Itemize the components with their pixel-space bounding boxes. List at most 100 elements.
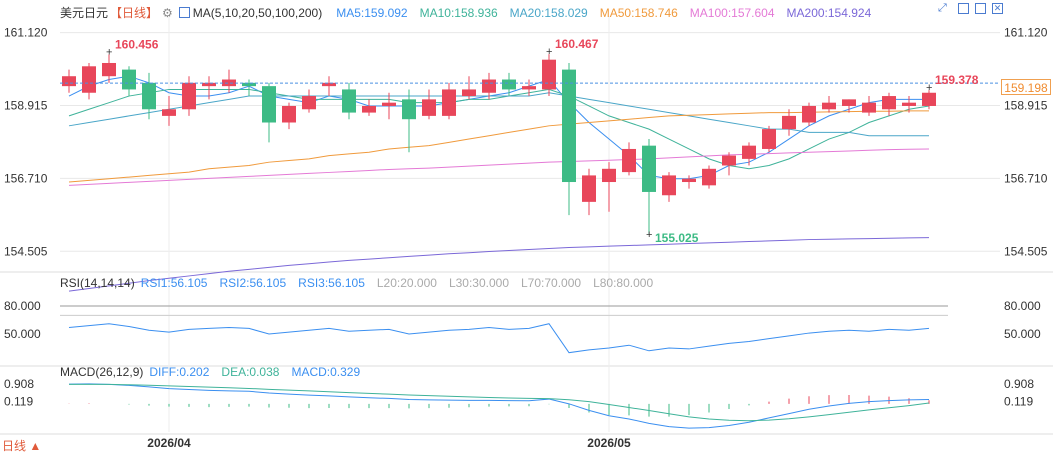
settings-icon[interactable]: ⚙ [162,5,173,20]
candle-body-3 [122,69,136,90]
candle-body-15 [362,105,376,113]
candle-body-28 [622,148,636,173]
macd-dea-line [69,383,930,422]
ma-value-1: MA10:158.936 [419,5,498,20]
candle-body-31 [682,178,696,183]
rsi-label: RSI(14,14,14) [60,276,135,290]
candle-body-14 [342,89,356,113]
price-tick-right-3: 154.505 [1004,244,1048,258]
annotation-marker-2: + [646,229,652,241]
ma-value-5: MA200:154.924 [786,5,872,20]
candle-body-34 [742,145,756,159]
candle-body-9 [242,82,256,87]
ma-line-ma20 [68,92,929,137]
current-price-tag: 159.198 [1001,79,1051,95]
macd-value-0: DIFF:0.202 [149,365,210,379]
indicator-toggle-icon[interactable] [178,7,190,18]
candle-body-8 [222,79,236,87]
rsi-value-6: L80:80.000 [593,276,654,290]
candle-body-16 [382,102,396,106]
rsi-value-2: RSI3:56.105 [298,276,365,290]
candle-body-33 [722,155,736,166]
ma-line-ma100 [68,148,930,186]
candle-body-18 [422,99,436,116]
ma-line-ma50 [68,110,929,183]
rsi-values: RSI1:56.105 RSI2:56.105 RSI3:56.105 L20:20.… [141,276,665,290]
candle-body-1 [82,66,96,93]
layout-icon[interactable] [975,3,986,14]
rsi-value-3: L20:20.000 [376,276,437,290]
expand-icon[interactable]: ⤢ [938,2,947,14]
candle-body-25 [562,69,576,183]
period-switch-button[interactable]: 日线 ▲ [2,439,42,453]
candle-body-32 [702,168,716,186]
macd-legend: MACD(26,12,9) DIFF:0.202 DEA:0.038 MACD:0.… [60,365,372,379]
price-tick-left-1: 158.915 [4,98,48,112]
ma-values: MA5:159.092 MA10:158.936 MA20:158.029 MA50:… [336,6,883,20]
annotation-marker-0: + [106,47,112,59]
rsi-value-4: L30:30.000 [448,276,509,290]
ma-value-3: MA50:158.746 [599,5,678,20]
main-legend: 美元日元 【日线】 ⚙ MA(5,10,20,50,100,200) MA5:1… [60,4,883,21]
candle-body-27 [602,168,616,183]
macd-tick-right-0: 0.908 [1004,377,1034,391]
x-tick-label-0: 2026/04 [147,436,191,450]
ma-line-ma5 [68,75,929,180]
price-tick-left-2: 156.710 [4,171,48,185]
rsi-value-1: RSI2:56.105 [219,276,287,290]
candle-body-11 [282,105,296,123]
candle-body-43 [922,92,936,106]
rsi-legend: RSI(14,14,14) RSI1:56.105 RSI2:56.105 RSI3… [60,276,665,290]
period-label[interactable]: 【日线】 [110,6,159,20]
candle-body-17 [402,99,416,120]
candle-body-20 [462,89,476,97]
ma-value-2: MA20:158.029 [509,5,588,20]
price-tick-left-0: 161.120 [4,26,48,40]
ma-value-0: MA5:159.092 [336,5,408,20]
candle-body-38 [822,102,836,110]
annotation-marker-1: + [546,46,552,58]
price-tick-left-3: 154.505 [4,244,48,258]
x-tick-label-1: 2026/05 [587,436,631,450]
candle-body-7 [202,82,216,87]
rsi-tick-right-0: 80.000 [1004,299,1041,313]
candle-body-6 [182,82,196,110]
macd-diff-line [68,383,930,429]
price-tick-right-2: 156.710 [1004,171,1048,185]
rsi-line-rsi1 [68,323,930,354]
candle-body-22 [502,79,516,90]
ma-line-ma10 [68,88,930,170]
annotation-label-1: 160.467 [555,37,599,51]
annotation-label-2: 155.025 [655,231,699,245]
candle-body-4 [142,82,156,110]
close-icon[interactable]: ✕ [992,3,1003,14]
macd-value-2: MACD:0.329 [291,365,361,379]
macd-tick-right-1: 0.119 [1004,394,1033,408]
candle-body-2 [102,62,116,77]
ma-line-ma200 [68,237,930,292]
candle-body-42 [902,102,916,106]
candle-body-13 [322,82,336,87]
candle-body-39 [842,99,856,106]
candle-body-26 [582,175,596,202]
macd-values: DIFF:0.202 DEA:0.038 MACD:0.329 [149,365,372,379]
candle-body-35 [762,129,776,149]
candle-body-10 [262,86,276,123]
candle-body-24 [542,59,556,90]
ma-label[interactable]: MA(5,10,20,50,100,200) [192,5,323,20]
price-tick-right-1: 158.915 [1004,98,1048,112]
price-tick-right-0: 161.120 [1004,26,1048,40]
rsi-value-0: RSI1:56.105 [140,276,208,290]
candle-body-12 [302,96,316,110]
indicator-icon[interactable] [958,3,969,14]
macd-tick-left-1: 0.119 [4,394,33,408]
candle-body-0 [62,76,76,87]
annotation-label-3: 159.378 [935,73,979,87]
rsi-tick-left-1: 50.000 [4,327,41,341]
rsi-tick-right-1: 50.000 [1004,327,1041,341]
candle-body-40 [862,102,876,113]
candle-body-5 [162,109,176,116]
candle-body-19 [442,89,456,116]
symbol-label: 美元日元 [60,6,109,20]
